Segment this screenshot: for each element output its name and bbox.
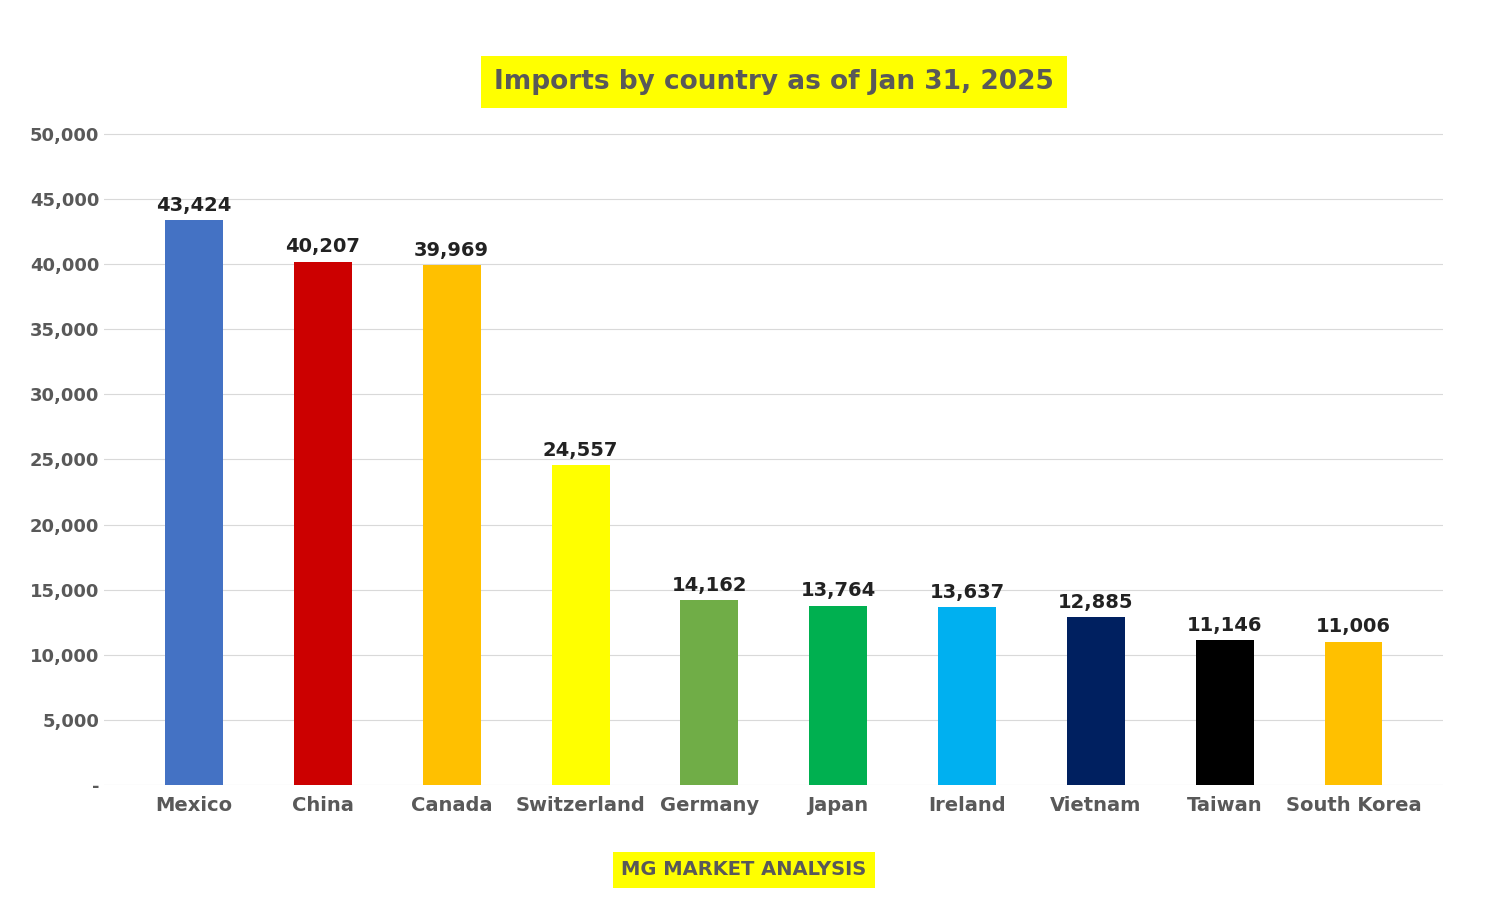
Text: 12,885: 12,885 <box>1058 593 1134 612</box>
Text: 43,424: 43,424 <box>156 196 232 215</box>
Bar <box>809 605 868 785</box>
Text: MG MARKET ANALYSIS: MG MARKET ANALYSIS <box>622 861 866 879</box>
Bar <box>937 607 995 785</box>
Bar <box>680 601 738 785</box>
Bar <box>165 220 223 785</box>
Bar <box>1067 617 1125 785</box>
Bar <box>423 265 481 785</box>
Bar <box>1324 641 1382 785</box>
Text: 24,557: 24,557 <box>543 441 618 460</box>
Text: 11,006: 11,006 <box>1315 617 1391 636</box>
Text: 39,969: 39,969 <box>414 241 490 260</box>
Text: 13,764: 13,764 <box>801 582 876 601</box>
Text: 14,162: 14,162 <box>671 576 747 595</box>
Text: 11,146: 11,146 <box>1187 615 1262 634</box>
Text: 13,637: 13,637 <box>930 583 1004 603</box>
Text: 40,207: 40,207 <box>286 237 360 256</box>
Bar <box>1196 640 1254 785</box>
Bar <box>293 262 351 785</box>
Title: Imports by country as of Jan 31, 2025: Imports by country as of Jan 31, 2025 <box>494 69 1054 95</box>
Bar <box>552 465 610 785</box>
